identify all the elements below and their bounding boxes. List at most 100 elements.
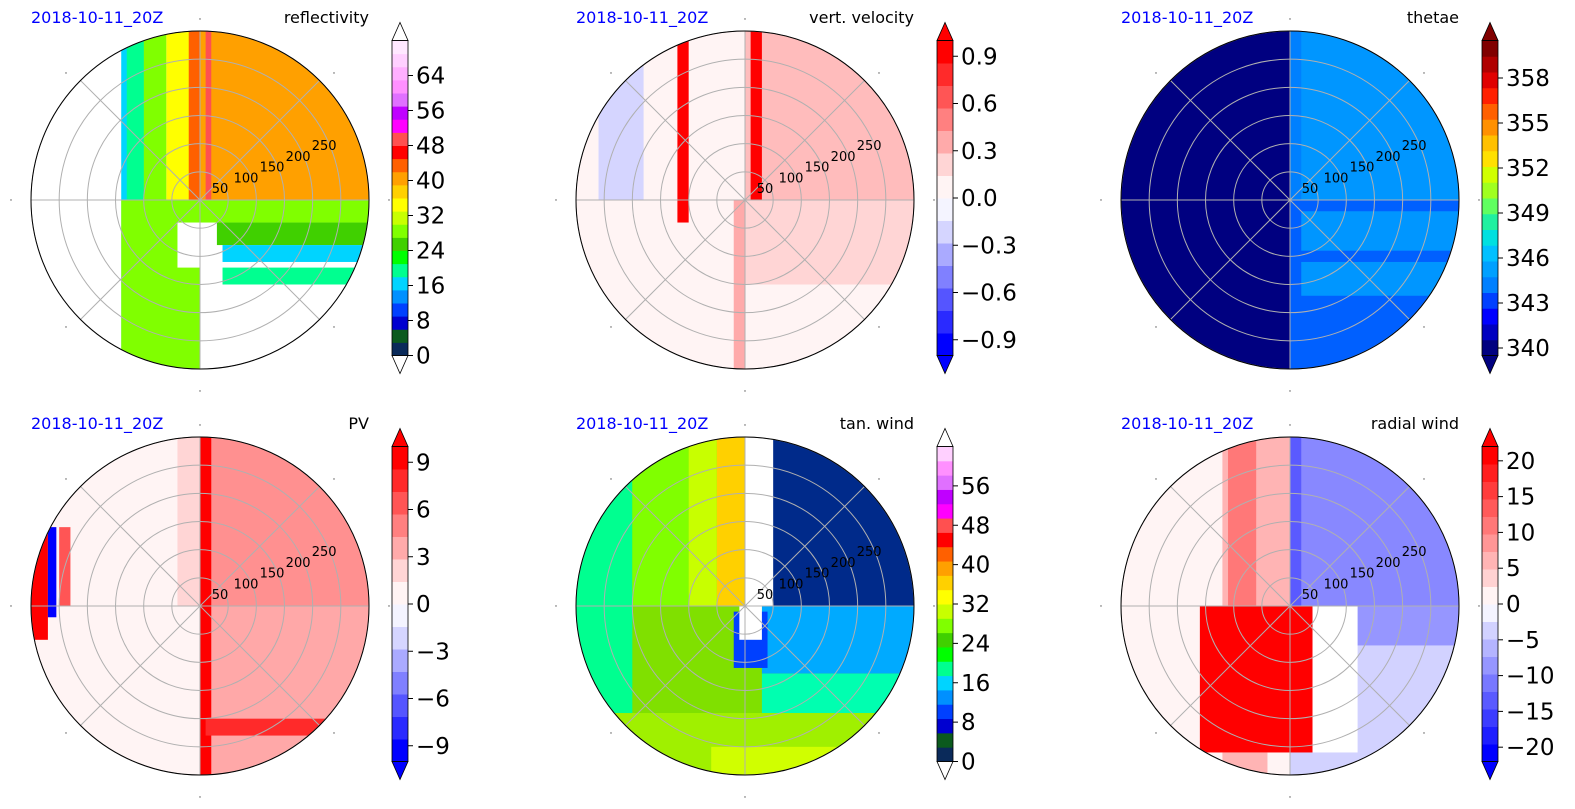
- tick-dot: [1478, 199, 1480, 201]
- radial-label: 200: [1376, 556, 1401, 571]
- grid-spoke: [625, 605, 746, 726]
- colorbar-extend-max: [1481, 21, 1499, 41]
- tick-dot: [878, 72, 880, 74]
- radial-label: 100: [234, 577, 259, 592]
- colorbar-tick-label: 0.3: [961, 139, 998, 165]
- colorbar-segment: [392, 79, 408, 94]
- colorbar-segment: [392, 536, 408, 560]
- radial-label: 50: [757, 588, 774, 603]
- grid-spoke: [80, 80, 201, 201]
- colorbar-segment: [392, 289, 408, 304]
- colorbar-tick-label: 0: [961, 750, 976, 776]
- tick-dot: [610, 326, 612, 328]
- radial-label: 50: [212, 182, 229, 197]
- colorbar-extend-max: [936, 427, 954, 447]
- colorbar-segment: [1482, 691, 1498, 710]
- colorbar-segment: [1482, 709, 1498, 727]
- colorbar-segment: [392, 604, 408, 627]
- colorbar-tick-label: 346: [1506, 246, 1550, 272]
- colorbar-tick-label: 0.0: [961, 186, 998, 212]
- colorbar-4: −9 −6 −3 0 3 6 9: [391, 427, 450, 781]
- panel-variable: reflectivity: [284, 8, 369, 27]
- radial-label: 250: [1402, 545, 1427, 560]
- tick-dot: [199, 390, 201, 392]
- colorbar-tick-label: −0.3: [961, 233, 1017, 259]
- grid-spoke: [625, 199, 746, 320]
- radial-label: 50: [1302, 588, 1319, 603]
- colorbar-segment: [1482, 481, 1498, 500]
- radial-label: 100: [234, 171, 259, 186]
- tick-dot: [878, 326, 880, 328]
- field-region: [688, 437, 717, 606]
- field-region: [31, 527, 48, 640]
- radial-label: 50: [1302, 182, 1319, 197]
- plot-outline: [575, 30, 915, 370]
- colorbar-segment: [392, 739, 408, 762]
- colorbar-segment: [392, 237, 408, 251]
- radial-label: 250: [857, 545, 882, 560]
- panel-date: 2018-10-11_20Z: [576, 8, 708, 28]
- field-region: [745, 200, 914, 285]
- tick-dot: [199, 424, 201, 426]
- radial-label: 150: [260, 567, 285, 582]
- tick-dot: [1155, 326, 1157, 328]
- colorbar-segment: [1482, 166, 1498, 183]
- tick-dot: [388, 199, 390, 201]
- grid-spoke: [199, 199, 320, 320]
- colorbar-tick-label: 0: [1506, 592, 1521, 618]
- colorbar-tick-label: 16: [961, 671, 990, 697]
- colorbar-segment: [392, 184, 408, 199]
- colorbar-segment: [392, 694, 408, 717]
- tick-dot: [333, 732, 335, 734]
- tick-dot: [1423, 72, 1425, 74]
- colorbar-extend-min: [391, 761, 409, 781]
- tick-dot: [610, 478, 612, 480]
- colorbar-2: −0.9 −0.6 −0.3 0.0 0.3 0.6 0.9: [936, 21, 1017, 375]
- colorbar-extend-min: [1481, 761, 1499, 781]
- colorbar-tick-label: −15: [1506, 699, 1555, 725]
- colorbar-segment: [392, 671, 408, 695]
- grid-spoke: [744, 605, 865, 726]
- colorbar-extend-max: [1481, 427, 1499, 447]
- colorbar-segment: [937, 220, 953, 244]
- colorbar-segment: [937, 310, 953, 334]
- colorbar-segment: [392, 224, 408, 238]
- colorbar-extend-max: [391, 21, 409, 41]
- colorbar-segment: [937, 747, 953, 762]
- colorbar-segment: [937, 632, 953, 648]
- panel-variable: tan. wind: [840, 414, 914, 433]
- colorbar-outline: [391, 40, 409, 356]
- colorbar-segment: [1482, 516, 1498, 535]
- field-region: [1301, 211, 1459, 251]
- tick-dot: [333, 478, 335, 480]
- colorbar-segment: [392, 66, 408, 81]
- colorbar-segment: [392, 158, 408, 173]
- colorbar-tick-label: 24: [961, 631, 990, 657]
- colorbar-tick-label: 3: [416, 545, 431, 571]
- field-region: [177, 222, 217, 268]
- colorbar-segment: [1482, 551, 1498, 570]
- colorbar-tick-label: 48: [416, 134, 445, 160]
- radial-label: 250: [857, 139, 882, 154]
- colorbar-tick-label: −0.9: [961, 328, 1017, 354]
- colorbar-segment: [1482, 324, 1498, 341]
- colorbar-segment: [1482, 103, 1498, 120]
- tick-dot: [555, 199, 557, 201]
- colorbar-tick-label: 8: [961, 710, 976, 736]
- tick-dot: [878, 732, 880, 734]
- colorbar-segment: [392, 329, 408, 343]
- grid-spoke: [625, 486, 746, 607]
- colorbar-segment: [937, 618, 953, 634]
- tick-dot: [555, 605, 557, 607]
- field-region: [1199, 606, 1313, 753]
- tick-dot: [1289, 424, 1291, 426]
- colorbar-extend-min: [936, 355, 954, 375]
- tick-dot: [933, 199, 935, 201]
- colorbar-5: 0 8 16 24 32 40 48 56: [936, 427, 990, 781]
- panel-variable: vert. velocity: [809, 8, 914, 27]
- tick-dot: [199, 18, 201, 20]
- grid-spoke: [744, 80, 865, 201]
- colorbar-segment: [1482, 534, 1498, 552]
- colorbar-tick-label: 355: [1506, 111, 1550, 137]
